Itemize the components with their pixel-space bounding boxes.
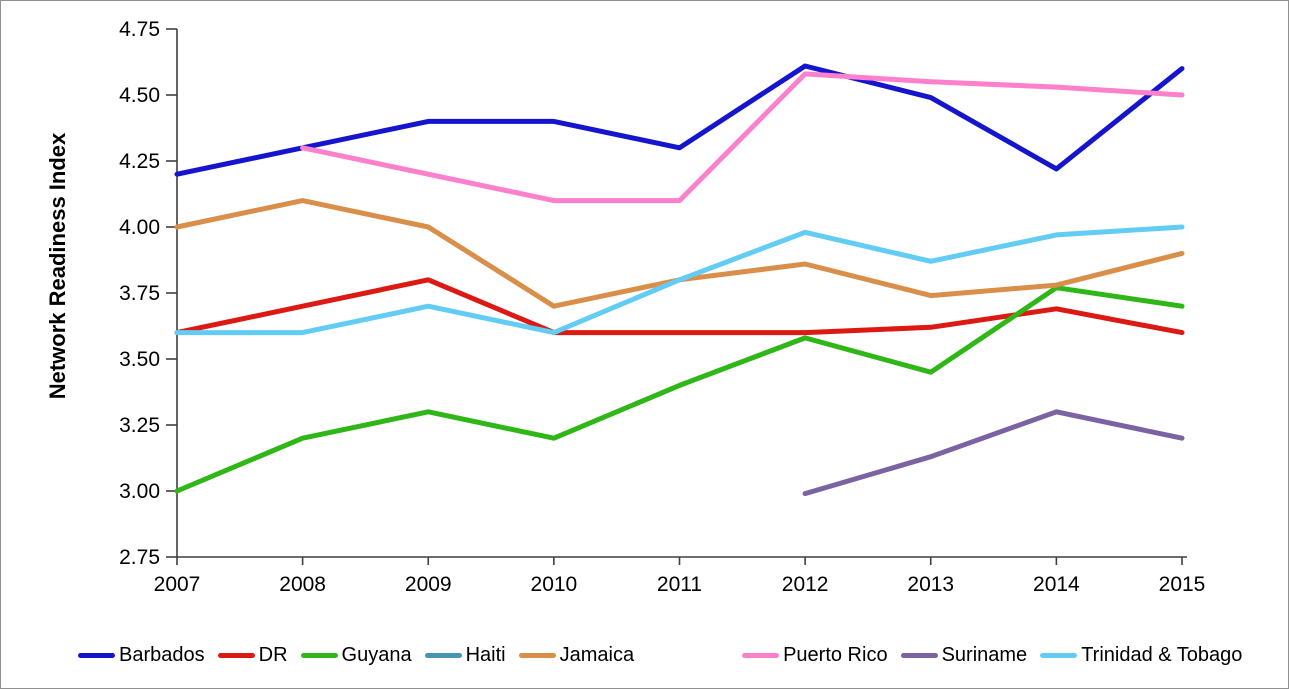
series-line-suriname [802,409,1185,497]
legend-item-jamaica: Jamaica [518,643,635,667]
legend-item-trinidad-tobago: Trinidad & Tobago [1040,644,1242,667]
legend-label: Trinidad & Tobago [1081,643,1243,666]
x-axis-tick-label: 2012 [782,573,829,596]
axis-lines [176,29,1187,558]
x-axis-tick-label: 2014 [1033,573,1080,596]
legend-line-swatch-icon [217,652,255,658]
legend-label: Guyana [341,643,412,666]
legend: Barbados DR Guyana Haiti Jamaica Puerto Rico S… [78,639,1242,671]
x-axis-tick-label: 2015 [1159,573,1206,596]
legend-item-suriname: Suriname [900,643,1028,667]
y-axis-tick-label: 4.25 [119,150,160,173]
y-axis-tick-label: 4.75 [119,18,160,41]
line-chart-plot: 2.75 3.00 3.25 3.50 3.75 4.00 4.25 4.50 4.75 2007… [119,18,1206,596]
legend-item-dr: DR [217,643,288,667]
y-axis-tick-label: 4.00 [119,216,160,239]
legend-label: Jamaica [559,643,635,666]
legend-item-guyana: Guyana [300,643,412,667]
y-axis-tick-label: 2.75 [119,546,160,569]
legend-item-puerto-rico: Puerto Rico [742,644,888,667]
series-line-puerto-rico [300,71,1185,204]
legend-line-swatch-icon [1040,652,1078,658]
y-axis-tick-label: 3.25 [119,414,160,437]
x-axis-tick-label: 2010 [531,573,578,596]
legend-line-swatch-icon [300,652,338,658]
legend-item-barbados: Barbados [78,644,205,667]
legend-label: Haiti [465,643,506,666]
legend-line-swatch-icon [78,652,115,658]
legend-line-swatch-icon [900,652,938,658]
x-axis-tick-label: 2009 [405,573,452,596]
legend-line-swatch-icon [518,652,556,658]
y-axis-title: Network Readiness Index [45,132,70,400]
legend-label: Suriname [941,643,1028,666]
legend-label: Barbados [119,643,205,666]
series-line-barbados [174,63,1185,177]
legend-line-swatch-icon [742,652,780,658]
legend-label: Puerto Rico [783,643,888,666]
series-line-guyana [174,285,1185,494]
x-axis-tick-label: 2008 [279,573,326,596]
x-axis-tick-label: 2013 [907,573,954,596]
y-axis-tick-label: 3.00 [119,480,160,503]
legend-label: DR [258,643,288,666]
y-axis-tick-label: 3.75 [119,282,160,305]
legend-item-haiti: Haiti [424,643,506,667]
x-axis-tick-label: 2007 [154,573,201,596]
legend-line-swatch-icon [424,652,462,658]
y-axis-tick-label: 3.50 [119,348,160,371]
series-line-jamaica [174,198,1185,309]
x-axis-tick-label: 2011 [657,573,702,596]
y-axis-tick-label: 4.50 [119,84,160,107]
series-line-trinidad-tobago [174,224,1185,336]
